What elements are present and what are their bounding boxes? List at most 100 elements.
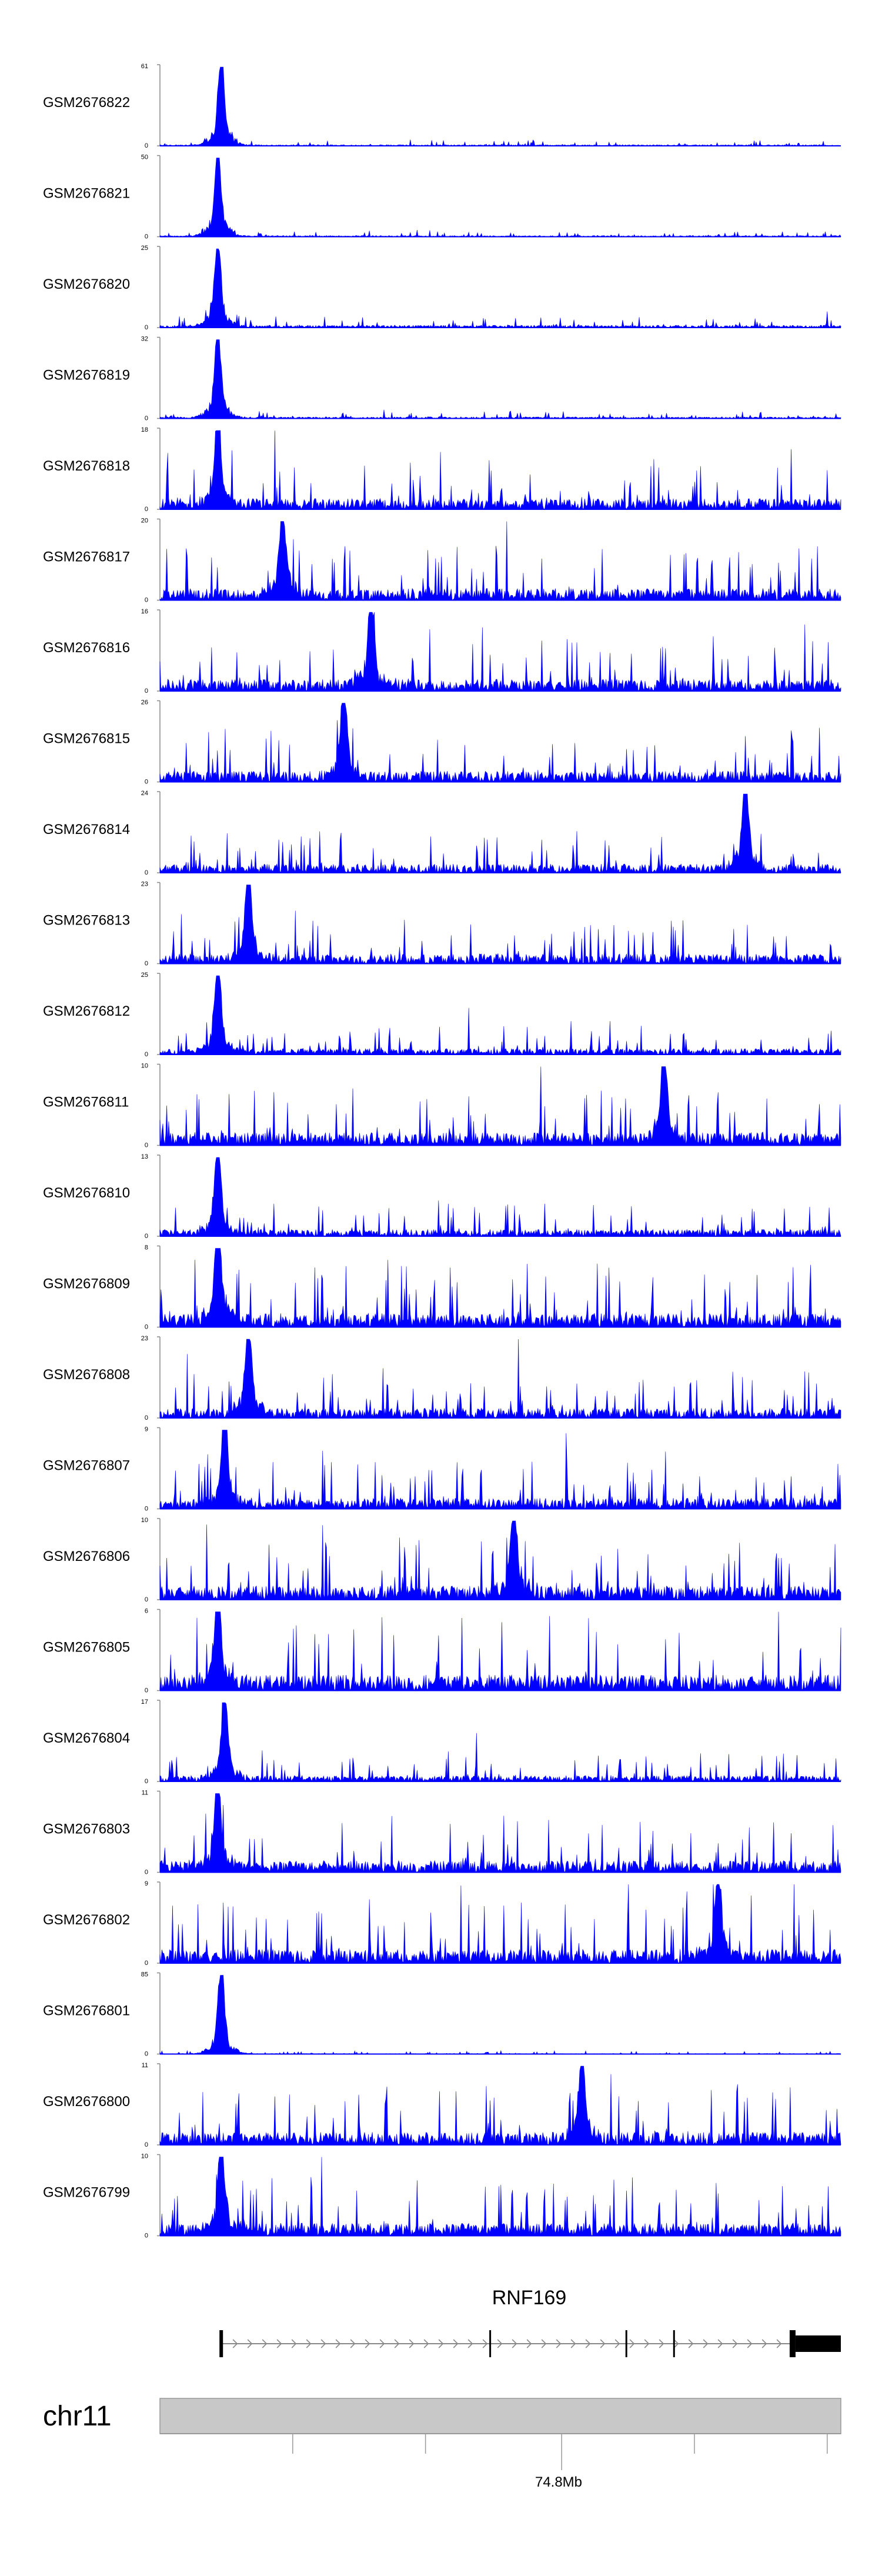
strand-arrow-icon bbox=[526, 2339, 532, 2348]
track: GSM2676802 9 0 bbox=[43, 1880, 841, 1967]
track-signal-area bbox=[159, 1430, 841, 1510]
strand-arrow-icon bbox=[232, 2339, 238, 2348]
track: GSM2676812 25 0 bbox=[43, 972, 841, 1058]
exon bbox=[489, 2330, 492, 2357]
gene-label: RNF169 bbox=[492, 2287, 567, 2309]
strand-arrow-icon bbox=[247, 2339, 253, 2348]
track-signal-area bbox=[159, 703, 841, 783]
track-ymax-label: 61 bbox=[141, 63, 148, 70]
track-signal-area bbox=[159, 1975, 841, 2055]
track-signal-area bbox=[159, 66, 841, 146]
track-ymax-label: 11 bbox=[142, 2062, 148, 2069]
track-ymax-label: 17 bbox=[141, 1699, 148, 1706]
strand-arrow-icon bbox=[761, 2339, 767, 2348]
track: GSM2676804 17 0 bbox=[43, 1699, 841, 1785]
strand-arrow-icon bbox=[732, 2339, 738, 2348]
track-label: GSM2676799 bbox=[43, 2185, 130, 2201]
track-ymax-label: 13 bbox=[141, 1153, 148, 1160]
track-ymin-label: 0 bbox=[145, 1051, 148, 1058]
strand-arrow-icon bbox=[673, 2339, 679, 2348]
track-signal-area bbox=[159, 2066, 841, 2145]
track-signal-area bbox=[159, 612, 841, 692]
track-ymax-label: 23 bbox=[141, 881, 148, 888]
track-label: GSM2676808 bbox=[43, 1367, 130, 1383]
strand-arrow-icon bbox=[512, 2339, 517, 2348]
track-label: GSM2676804 bbox=[43, 1730, 130, 1746]
strand-arrow-icon bbox=[291, 2339, 297, 2348]
gene-model bbox=[219, 2330, 841, 2357]
track-label: GSM2676812 bbox=[43, 1003, 130, 1019]
track-signal-area bbox=[159, 1248, 841, 1328]
track-label: GSM2676801 bbox=[43, 2003, 130, 2019]
track-signal-area bbox=[159, 1884, 841, 1964]
track-ymax-label: 11 bbox=[142, 1790, 148, 1797]
strand-arrow-icon bbox=[644, 2339, 650, 2348]
exon-utr bbox=[795, 2335, 841, 2352]
track-ymin-label: 0 bbox=[145, 869, 148, 876]
track: GSM2676805 6 0 bbox=[43, 1608, 841, 1694]
track-ymax-label: 10 bbox=[141, 2153, 148, 2160]
track-label: GSM2676803 bbox=[43, 1821, 130, 1837]
track-signal-area bbox=[159, 885, 841, 965]
track: GSM2676814 24 0 bbox=[43, 790, 841, 876]
track-label: GSM2676822 bbox=[43, 95, 130, 111]
track: GSM2676810 13 0 bbox=[43, 1153, 841, 1240]
track-ymax-label: 10 bbox=[141, 1063, 148, 1070]
strand-arrow-icon bbox=[365, 2339, 370, 2348]
track-label: GSM2676820 bbox=[43, 276, 130, 292]
track-ymin-label: 0 bbox=[145, 1869, 148, 1876]
track: GSM2676816 16 0 bbox=[43, 608, 841, 695]
track-ymin-label: 0 bbox=[145, 688, 148, 695]
track: GSM2676815 26 0 bbox=[43, 699, 841, 786]
track-ymin-label: 0 bbox=[145, 597, 148, 604]
track-label: GSM2676815 bbox=[43, 731, 130, 747]
track: GSM2676819 32 0 bbox=[43, 336, 841, 422]
strand-arrow-icon bbox=[717, 2339, 723, 2348]
track-label: GSM2676811 bbox=[43, 1095, 129, 1110]
track: GSM2676820 25 0 bbox=[43, 245, 841, 331]
track-ymin-label: 0 bbox=[145, 233, 148, 241]
strand-arrow-icon bbox=[541, 2339, 547, 2348]
track-ymin-label: 0 bbox=[145, 2141, 148, 2148]
strand-arrow-icon bbox=[482, 2339, 488, 2348]
track-signal-area bbox=[159, 430, 841, 510]
track-signal-area bbox=[159, 1157, 841, 1237]
track-ymin-label: 0 bbox=[145, 142, 148, 149]
strand-arrow-icon bbox=[423, 2339, 429, 2348]
track-ymin-label: 0 bbox=[145, 324, 148, 331]
strand-arrow-icon bbox=[320, 2339, 326, 2348]
strand-arrow-icon bbox=[467, 2339, 473, 2348]
track: GSM2676821 50 0 bbox=[43, 154, 841, 241]
track-ymin-label: 0 bbox=[145, 1687, 148, 1694]
axis-tick-label: 74.8Mb bbox=[535, 2474, 582, 2490]
track-ymin-label: 0 bbox=[145, 1778, 148, 1785]
track-signal-area bbox=[159, 1066, 841, 1146]
track-ymin-label: 0 bbox=[145, 1960, 148, 1967]
track-ymin-label: 0 bbox=[145, 1414, 148, 1422]
track-ymin-label: 0 bbox=[145, 1596, 148, 1603]
track-signal-area bbox=[159, 2157, 841, 2236]
strand-arrow-icon bbox=[747, 2339, 753, 2348]
track: GSM2676803 11 0 bbox=[43, 1790, 841, 1876]
track-ymin-label: 0 bbox=[145, 1506, 148, 1513]
track-signal-area bbox=[159, 158, 841, 238]
track-signal-area bbox=[159, 248, 841, 328]
track-ymax-label: 32 bbox=[141, 336, 148, 343]
track-signal-area bbox=[159, 1520, 841, 1600]
strand-arrow-icon bbox=[394, 2339, 400, 2348]
exon bbox=[789, 2330, 796, 2357]
strand-arrow-icon bbox=[409, 2339, 415, 2348]
track: GSM2676806 10 0 bbox=[43, 1517, 841, 1603]
track-ymax-label: 6 bbox=[145, 1608, 148, 1615]
strand-arrow-icon bbox=[703, 2339, 709, 2348]
track-ymax-label: 16 bbox=[141, 608, 148, 615]
track-label: GSM2676819 bbox=[43, 368, 130, 383]
track-signal-area bbox=[159, 793, 841, 873]
track: GSM2676807 9 0 bbox=[43, 1426, 841, 1513]
track-signal-area bbox=[159, 1611, 841, 1691]
strand-arrow-icon bbox=[629, 2339, 635, 2348]
strand-arrow-icon bbox=[614, 2339, 620, 2348]
track-label: GSM2676821 bbox=[43, 186, 130, 202]
chromosome-ideogram: chr11 74.8Mb bbox=[43, 2398, 841, 2490]
